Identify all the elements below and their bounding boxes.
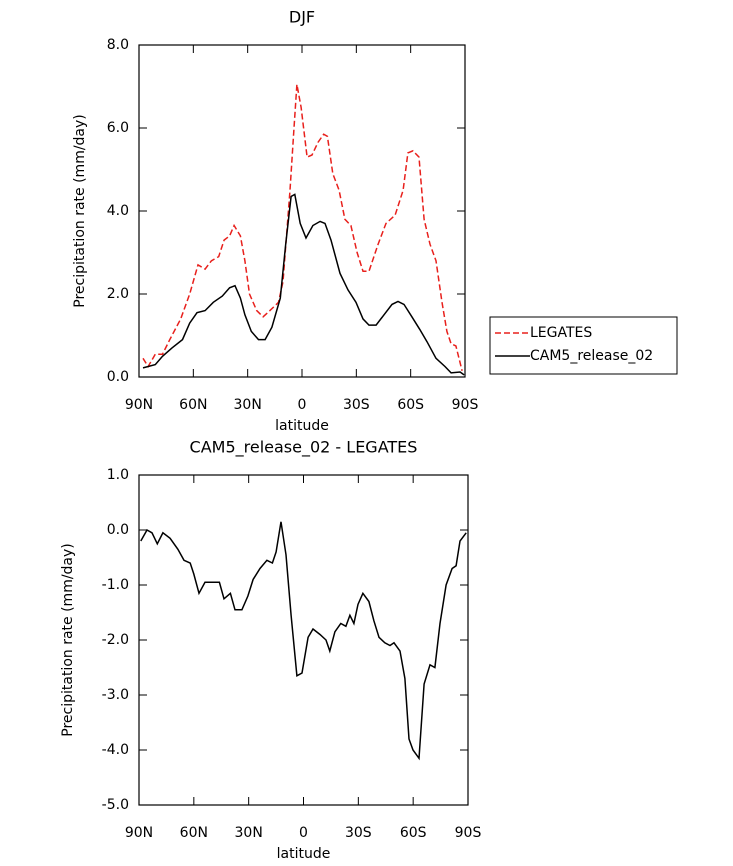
data-line xyxy=(142,193,465,376)
x-tick-label: 30S xyxy=(343,397,370,413)
x-tick-label: 60S xyxy=(397,397,424,413)
y-axis-label: Precipitation rate (mm/day) xyxy=(72,114,88,308)
x-tick-label: 90N xyxy=(125,825,153,841)
y-tick-label: 8.0 xyxy=(107,37,129,53)
x-tick-label: 0 xyxy=(299,825,308,841)
x-tick-label: 90S xyxy=(455,825,482,841)
y-tick-label: -3.0 xyxy=(102,687,129,703)
y-tick-label: -2.0 xyxy=(102,632,129,648)
plot-frame xyxy=(138,44,466,378)
x-tick-label: 90N xyxy=(125,397,153,413)
y-tick-label: -4.0 xyxy=(102,742,129,758)
y-tick-label: 0.0 xyxy=(107,369,129,385)
x-tick-label: 90S xyxy=(452,397,479,413)
x-axis-label: latitude xyxy=(277,846,331,862)
y-tick-label: 6.0 xyxy=(107,120,129,136)
x-tick-label: 0 xyxy=(298,397,307,413)
data-line xyxy=(140,521,467,761)
x-tick-label: 30N xyxy=(235,825,263,841)
y-tick-label: 2.0 xyxy=(107,286,129,302)
chart-title: DJF xyxy=(289,8,315,27)
y-tick-label: -1.0 xyxy=(102,577,129,593)
x-axis-label: latitude xyxy=(275,418,329,434)
chart-title: CAM5_release_02 - LEGATES xyxy=(190,438,418,458)
y-tick-label: 0.0 xyxy=(107,522,129,538)
legend-label: CAM5_release_02 xyxy=(530,348,653,364)
y-tick-label: 4.0 xyxy=(107,203,129,219)
x-tick-label: 60N xyxy=(180,825,208,841)
y-axis-label: Precipitation rate (mm/day) xyxy=(60,543,76,737)
legend-box xyxy=(489,316,678,375)
y-tick-label: -5.0 xyxy=(102,797,129,813)
x-tick-label: 60N xyxy=(179,397,207,413)
plot-frame xyxy=(138,474,469,806)
legend-label: LEGATES xyxy=(530,325,592,341)
x-tick-label: 30S xyxy=(345,825,372,841)
x-tick-label: 30N xyxy=(234,397,262,413)
y-tick-label: 1.0 xyxy=(107,467,129,483)
x-tick-label: 60S xyxy=(400,825,427,841)
